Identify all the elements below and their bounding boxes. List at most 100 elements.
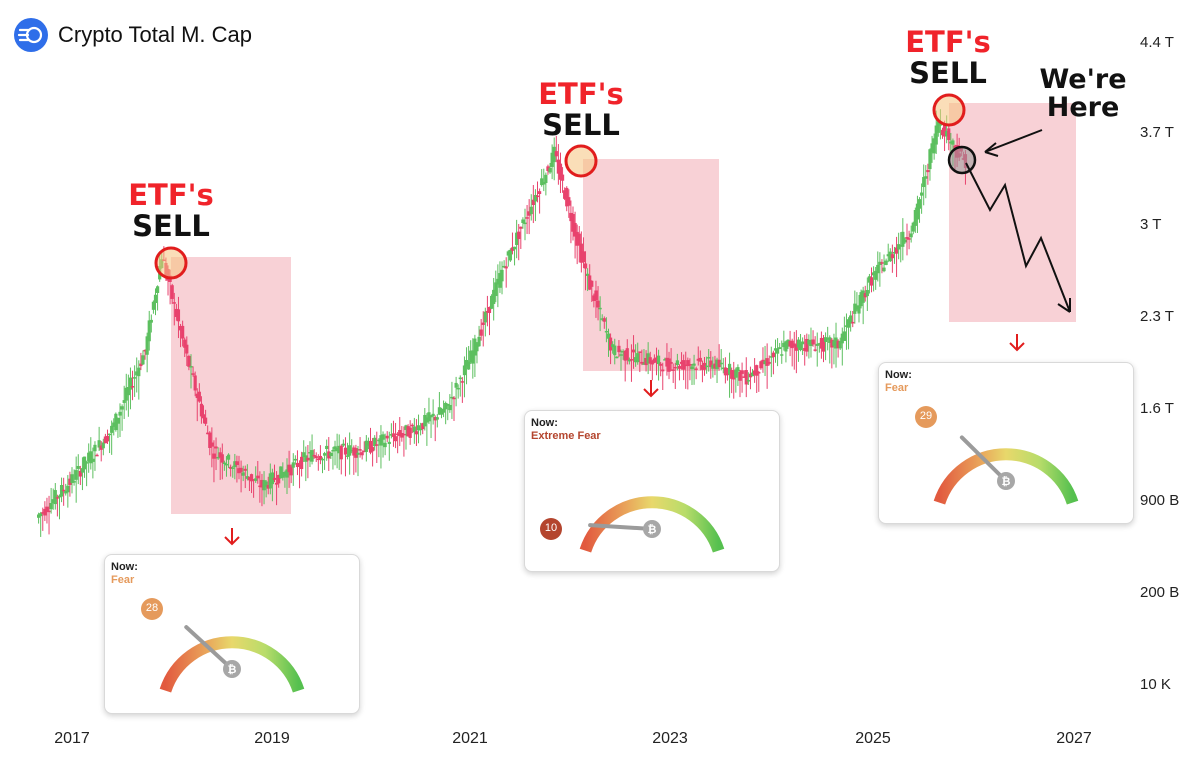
- candle: [732, 370, 736, 380]
- candle: [727, 363, 732, 375]
- candle: [487, 306, 492, 314]
- candle: [571, 214, 575, 232]
- candle: [325, 445, 329, 449]
- candle: [256, 475, 260, 479]
- candle: [521, 219, 525, 223]
- gauge-arc: [579, 496, 725, 553]
- candle: [337, 445, 341, 454]
- candle: [828, 337, 832, 343]
- candle: [650, 360, 654, 365]
- candle: [748, 373, 753, 378]
- candle: [279, 466, 283, 479]
- candle: [195, 393, 199, 399]
- gauge-needle: [959, 435, 1008, 483]
- candle: [237, 468, 241, 474]
- candle: [498, 273, 502, 288]
- candle: [736, 367, 740, 372]
- projection-zigzag: [965, 162, 1071, 313]
- candle: [339, 445, 343, 460]
- candle: [110, 425, 114, 433]
- candle: [55, 497, 59, 499]
- candle: [805, 338, 809, 352]
- candle: [153, 294, 158, 304]
- candle: [794, 344, 798, 351]
- candle: [928, 149, 932, 170]
- candle: [519, 226, 523, 229]
- candle: [682, 360, 686, 370]
- candle: [581, 251, 586, 263]
- candle: [872, 272, 876, 276]
- gauge-needle: [184, 625, 234, 671]
- candle: [675, 360, 679, 365]
- sell-label: SELL: [909, 56, 987, 90]
- candle: [53, 490, 57, 505]
- bitcoin-glyph: ₿: [648, 524, 657, 536]
- candle: [880, 262, 884, 264]
- candle: [897, 244, 901, 250]
- candle: [913, 209, 917, 226]
- candle: [788, 340, 792, 347]
- candle: [604, 330, 608, 333]
- candle: [753, 370, 757, 375]
- candle: [523, 222, 527, 225]
- candle: [867, 276, 872, 283]
- candle: [379, 435, 383, 446]
- bitcoin-glyph: ₿: [228, 664, 237, 676]
- fear-greed-card: Now: Fear ₿ 29: [878, 362, 1134, 524]
- candle: [725, 373, 730, 376]
- candle: [759, 361, 763, 369]
- candle: [684, 364, 688, 367]
- candle: [76, 465, 80, 469]
- candle: [235, 461, 239, 466]
- candle: [289, 466, 293, 476]
- candle: [642, 363, 646, 365]
- candle: [226, 454, 231, 460]
- candle: [690, 366, 694, 370]
- candle: [878, 261, 882, 265]
- candle: [80, 468, 85, 473]
- candle: [105, 435, 110, 442]
- candle: [429, 415, 433, 418]
- candle: [832, 340, 836, 346]
- candle: [285, 469, 289, 478]
- bitcoin-icon: [223, 660, 241, 678]
- price-chart: [37, 93, 1076, 546]
- gauge-value-badge: [915, 406, 937, 428]
- candle: [318, 455, 323, 460]
- candle: [901, 231, 905, 247]
- candle: [546, 166, 550, 172]
- candle: [57, 495, 62, 498]
- candle: [373, 437, 377, 447]
- candle: [953, 145, 957, 150]
- candle: [433, 417, 437, 421]
- candle: [260, 479, 264, 488]
- candle: [711, 364, 715, 369]
- candle: [197, 391, 201, 402]
- candle: [792, 343, 796, 347]
- candle: [348, 445, 352, 456]
- candle: [404, 425, 408, 430]
- candle: [464, 359, 469, 367]
- candle: [611, 344, 615, 348]
- candle: [796, 339, 801, 348]
- gauge-value: 10: [544, 522, 558, 534]
- candle: [406, 426, 410, 437]
- candle: [715, 359, 719, 370]
- candle: [252, 479, 256, 481]
- candle: [283, 472, 287, 477]
- fear-greed-gauge: ₿: [915, 406, 1079, 505]
- candle: [667, 358, 671, 372]
- were-here-label: We're Here: [1039, 64, 1127, 124]
- candle: [773, 348, 778, 351]
- candle: [128, 377, 133, 390]
- candle: [421, 423, 425, 430]
- candle: [698, 357, 702, 362]
- sentiment-label: Extreme Fear: [531, 430, 601, 442]
- candle: [696, 358, 700, 361]
- candle: [924, 176, 928, 179]
- candle: [229, 466, 233, 469]
- candle: [734, 369, 738, 378]
- candle: [821, 339, 826, 352]
- candle: [243, 468, 247, 471]
- candle: [920, 192, 924, 196]
